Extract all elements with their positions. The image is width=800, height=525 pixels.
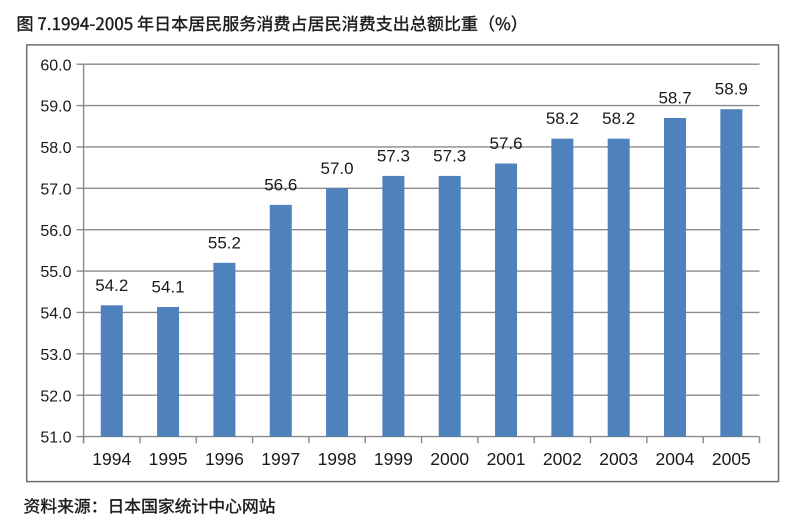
svg-text:60.0: 60.0	[40, 57, 71, 74]
svg-text:56.6: 56.6	[264, 175, 297, 194]
svg-text:2003: 2003	[599, 449, 638, 469]
svg-text:52.0: 52.0	[40, 388, 71, 405]
svg-text:51.0: 51.0	[40, 430, 71, 447]
svg-text:57.3: 57.3	[433, 146, 466, 165]
svg-text:58.2: 58.2	[546, 109, 579, 128]
svg-text:56.0: 56.0	[40, 223, 71, 240]
svg-text:58.9: 58.9	[715, 80, 748, 99]
svg-text:1994: 1994	[92, 449, 131, 469]
svg-text:53.0: 53.0	[40, 347, 71, 364]
svg-text:57.6: 57.6	[489, 134, 522, 153]
svg-text:57.0: 57.0	[40, 181, 71, 198]
svg-text:2004: 2004	[656, 449, 695, 469]
svg-text:2001: 2001	[487, 449, 526, 469]
svg-text:54.0: 54.0	[40, 306, 71, 323]
svg-text:55.2: 55.2	[208, 233, 241, 252]
svg-text:1995: 1995	[149, 449, 188, 469]
svg-text:1996: 1996	[205, 449, 244, 469]
svg-text:54.2: 54.2	[95, 276, 128, 295]
svg-text:59.0: 59.0	[40, 99, 71, 116]
svg-text:1999: 1999	[374, 449, 413, 469]
svg-text:55.0: 55.0	[40, 264, 71, 281]
svg-text:1998: 1998	[318, 449, 357, 469]
svg-text:58.0: 58.0	[40, 140, 71, 157]
svg-text:57.0: 57.0	[321, 159, 354, 178]
svg-text:58.2: 58.2	[602, 109, 635, 128]
svg-text:2005: 2005	[712, 449, 751, 469]
svg-text:58.7: 58.7	[658, 88, 691, 107]
svg-text:1997: 1997	[261, 449, 300, 469]
svg-text:2000: 2000	[430, 449, 469, 469]
svg-text:54.1: 54.1	[152, 278, 185, 297]
svg-text:2002: 2002	[543, 449, 582, 469]
svg-text:57.3: 57.3	[377, 146, 410, 165]
